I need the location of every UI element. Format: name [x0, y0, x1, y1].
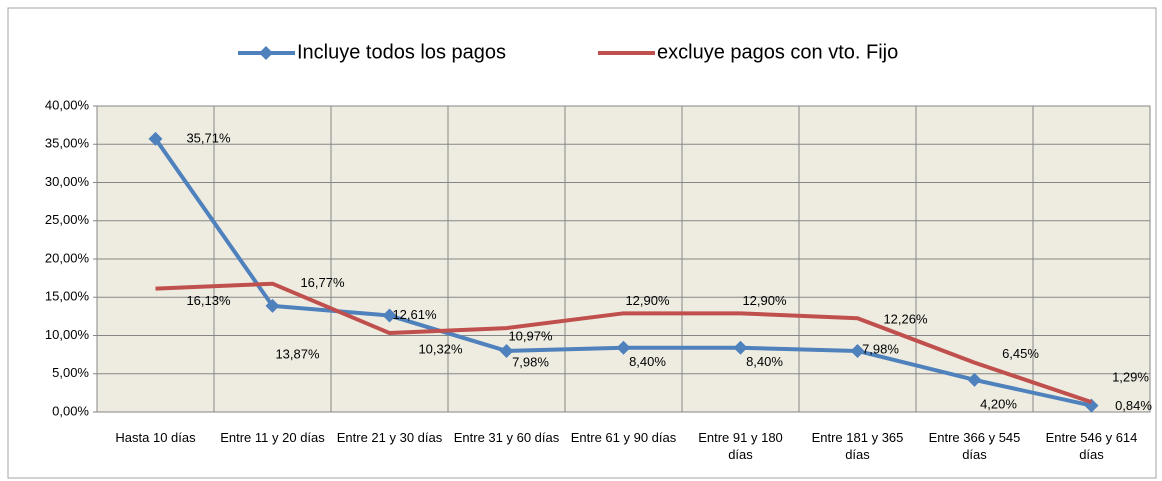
x-tick-label: Entre 11 y 20 días [220, 430, 325, 445]
data-label: 7,98% [862, 341, 899, 356]
x-tick-label: Entre 31 y 60 días [453, 430, 560, 445]
plot-border [96, 105, 1151, 413]
data-label: 4,20% [980, 396, 1017, 411]
data-label: 13,87% [275, 346, 320, 361]
data-label: 35,71% [186, 130, 231, 145]
data-label: 1,29% [1112, 370, 1149, 385]
marker [850, 343, 865, 358]
y-tick-label: 25,00% [45, 212, 90, 227]
data-label: 16,13% [186, 293, 231, 308]
marker [265, 298, 280, 313]
data-label: 7,98% [512, 354, 549, 369]
x-tick-label: Entre 181 y 365 días [811, 430, 904, 462]
marker [733, 340, 748, 355]
series-line [155, 281, 1093, 405]
x-tick-label: Entre 546 y 614 días [1045, 430, 1138, 462]
y-tick-label: 5,00% [52, 365, 89, 380]
legend-marker [259, 46, 273, 60]
x-tick-label: Entre 366 y 545 días [928, 430, 1021, 462]
data-label: 12,90% [742, 293, 787, 308]
y-tick-label: 0,00% [52, 403, 89, 418]
x-tick-label: Entre 21 y 30 días [336, 430, 443, 445]
data-label: 12,26% [883, 312, 928, 327]
data-label: 0,84% [1115, 398, 1152, 413]
y-tick-label: 35,00% [45, 136, 90, 151]
y-tick-label: 10,00% [45, 327, 90, 342]
legend-label: Incluye todos los pagos [297, 41, 506, 63]
marker [499, 343, 514, 358]
y-tick-label: 20,00% [45, 250, 90, 265]
y-tick-label: 30,00% [45, 174, 90, 189]
data-label: 12,90% [625, 293, 670, 308]
marker [967, 372, 982, 387]
data-label: 12,61% [392, 307, 437, 322]
data-label: 16,77% [300, 275, 345, 290]
x-tick-label: Hasta 10 días [115, 430, 196, 445]
data-label: 10,32% [418, 341, 463, 356]
x-tick-label: Entre 61 y 90 días [570, 430, 677, 445]
data-label: 6,45% [1002, 346, 1039, 361]
data-label: 8,40% [746, 354, 783, 369]
legend-label: excluye pagos con vto. Fijo [657, 41, 898, 63]
data-label: 10,97% [508, 329, 553, 344]
data-label: 8,40% [629, 354, 666, 369]
marker [148, 131, 163, 146]
y-tick-label: 40,00% [45, 97, 90, 112]
marker [382, 308, 397, 323]
y-tick-label: 15,00% [45, 289, 90, 304]
marker [616, 340, 631, 355]
x-tick-label: Entre 91 y 180 días [698, 430, 783, 462]
